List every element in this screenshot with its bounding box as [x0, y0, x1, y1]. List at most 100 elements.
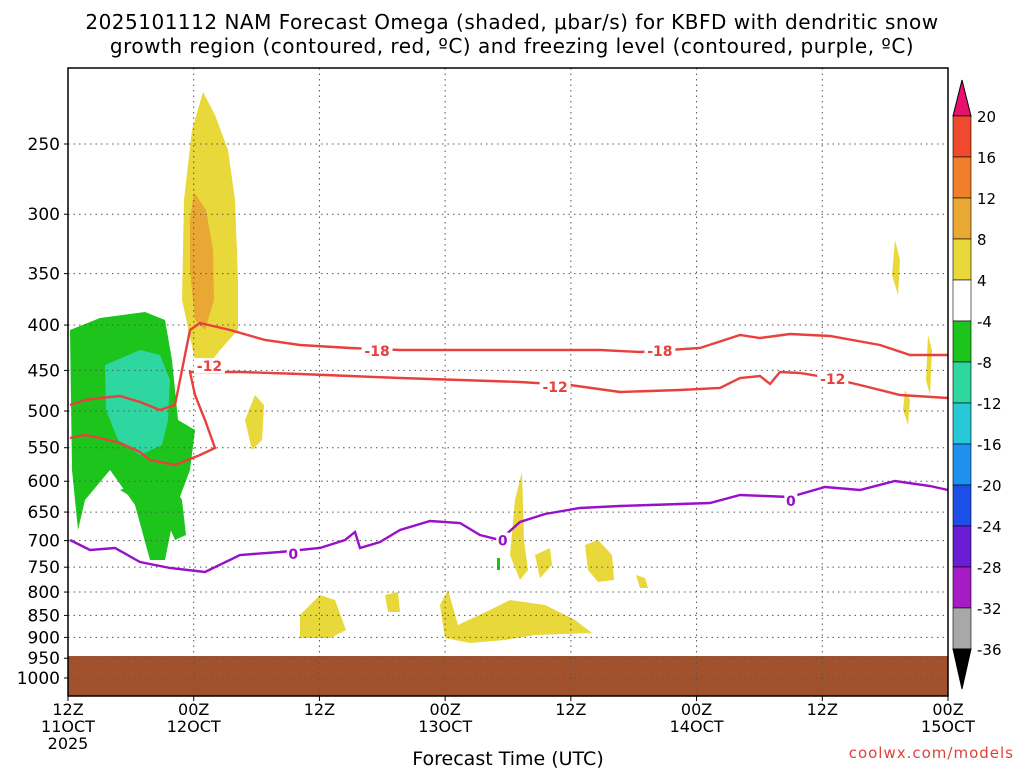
- colorbar-label: -36: [977, 641, 1002, 659]
- omega-positive-region: [636, 575, 648, 588]
- grid-lines: [68, 68, 948, 696]
- colorbar-swatch: [952, 566, 972, 609]
- colorbar-swatch: [952, 402, 972, 445]
- colorbar-swatch: [952, 607, 972, 650]
- colorbar-label: 4: [977, 272, 987, 290]
- y-tick-label: 450: [28, 361, 60, 381]
- contour-label: 0: [498, 534, 508, 550]
- omega-positive-region: [245, 395, 264, 450]
- contour-label: -18: [364, 344, 389, 360]
- y-tick-label: 900: [28, 628, 60, 648]
- y-tick-label: 350: [28, 265, 60, 285]
- colorbar-swatch: [952, 320, 972, 363]
- colorbar-label: -28: [977, 559, 1002, 577]
- colorbar-label: -24: [977, 518, 1002, 536]
- y-tick-label: 550: [28, 439, 60, 459]
- y-tick-label: 500: [28, 402, 60, 422]
- colorbar: 20 16 12 8 4 -4 -8 -12 -16 -20 -24 -28 -32 -36: [952, 79, 1002, 690]
- colorbar-swatch: [952, 484, 972, 527]
- y-tick-label: 850: [28, 606, 60, 626]
- colorbar-swatch: [952, 361, 972, 404]
- colorbar-label: -20: [977, 477, 1002, 495]
- x-tick-label: 12Z: [52, 700, 83, 719]
- colorbar-swatch: [952, 648, 972, 690]
- contour-labels: -18 -18 -12 -12 -12 0 0 0: [193, 343, 849, 563]
- colorbar-label: 8: [977, 231, 987, 249]
- omega-positive-region: [190, 192, 214, 330]
- y-tick-label: 750: [28, 558, 60, 578]
- x-tick-label: 11OCT: [41, 717, 95, 736]
- omega-positive-region: [440, 590, 592, 643]
- colorbar-label: -8: [977, 354, 992, 372]
- omega-positive-region: [535, 548, 552, 578]
- x-tick-label: 00Z: [429, 700, 460, 719]
- terrain: [68, 656, 948, 696]
- x-tick-label: 00Z: [681, 700, 712, 719]
- chart-title-line-1: 2025101112 NAM Forecast Omega (shaded, μ…: [85, 10, 939, 34]
- colorbar-swatch: [952, 197, 972, 240]
- colorbar-label: -12: [977, 395, 1002, 413]
- site-credit: coolwx.com/models: [848, 744, 1014, 762]
- omega-positive-region: [892, 240, 900, 295]
- contour-label: 0: [288, 547, 298, 563]
- contour-label-bg: [539, 379, 571, 395]
- colorbar-swatch: [952, 156, 972, 199]
- y-tick-label: 800: [28, 583, 60, 603]
- x-tick-label: 12Z: [555, 700, 586, 719]
- colorbar-label: 12: [977, 190, 996, 208]
- contour-label: -18: [647, 344, 672, 360]
- colorbar-swatch: [952, 443, 972, 486]
- x-tick-label: 12Z: [304, 700, 335, 719]
- x-tick-label: 14OCT: [670, 717, 724, 736]
- chart-title-line-2: growth region (contoured, red, ºC) and f…: [109, 34, 915, 58]
- contour-label-bg: [193, 358, 225, 374]
- y-tick-label: 600: [28, 472, 60, 492]
- omega-negative-region: [497, 558, 500, 570]
- x-tick-label: 00Z: [932, 700, 963, 719]
- contour-label: 0: [786, 494, 796, 510]
- colorbar-swatch: [952, 279, 972, 322]
- colorbar-label: 20: [977, 108, 996, 126]
- x-tick-label: 15OCT: [921, 717, 975, 736]
- contour-label-bg: [644, 343, 676, 359]
- y-axis: 2503003504004505005506006507007508008509…: [17, 135, 68, 689]
- contour-label: -12: [820, 372, 845, 388]
- y-tick-label: 300: [28, 205, 60, 225]
- contour-label-bg: [817, 370, 849, 386]
- contour-minus-18: [69, 321, 948, 412]
- colorbar-label: 16: [977, 149, 996, 167]
- y-tick-label: 700: [28, 532, 60, 552]
- x-tick-label: 00Z: [178, 700, 209, 719]
- contour-label-bg: [784, 493, 798, 509]
- x-tick-label: 12Z: [807, 700, 838, 719]
- colorbar-label: -16: [977, 436, 1002, 454]
- colorbar-swatch: [952, 525, 972, 568]
- contour-label-bg: [496, 532, 510, 548]
- y-tick-label: 1000: [17, 669, 60, 689]
- omega-shading: [70, 92, 932, 643]
- contour-label: -12: [542, 380, 567, 396]
- contour-minus-12: [69, 370, 949, 467]
- omega-negative-region: [120, 480, 186, 540]
- colorbar-swatch: [952, 115, 972, 158]
- contour-label: -12: [197, 359, 222, 375]
- colorbar-label: -4: [977, 313, 992, 331]
- x-tick-label: 12OCT: [167, 717, 221, 736]
- contour-freezing-level: [69, 479, 949, 574]
- x-tick-label: 13OCT: [418, 717, 472, 736]
- x-tick-label: 2025: [48, 734, 89, 753]
- omega-positive-region: [903, 390, 910, 425]
- contour-label-bg: [286, 546, 300, 562]
- omega-positive-region: [385, 592, 400, 612]
- y-tick-label: 950: [28, 649, 60, 669]
- omega-positive-region: [585, 540, 614, 582]
- plot-frame: [67, 67, 949, 697]
- colorbar-swatch: [952, 79, 972, 117]
- omega-positive-region: [300, 595, 346, 638]
- colorbar-swatch: [952, 238, 972, 281]
- x-axis-label: Forecast Time (UTC): [412, 748, 603, 768]
- omega-positive-region: [510, 472, 528, 580]
- contour-label-bg: [361, 343, 393, 359]
- y-tick-label: 400: [28, 316, 60, 336]
